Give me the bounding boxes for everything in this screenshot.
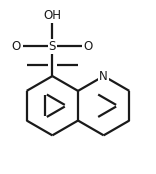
Text: S: S xyxy=(49,40,56,53)
Text: N: N xyxy=(99,70,108,83)
Text: OH: OH xyxy=(43,9,61,22)
Text: O: O xyxy=(12,40,21,53)
Text: O: O xyxy=(84,40,93,53)
